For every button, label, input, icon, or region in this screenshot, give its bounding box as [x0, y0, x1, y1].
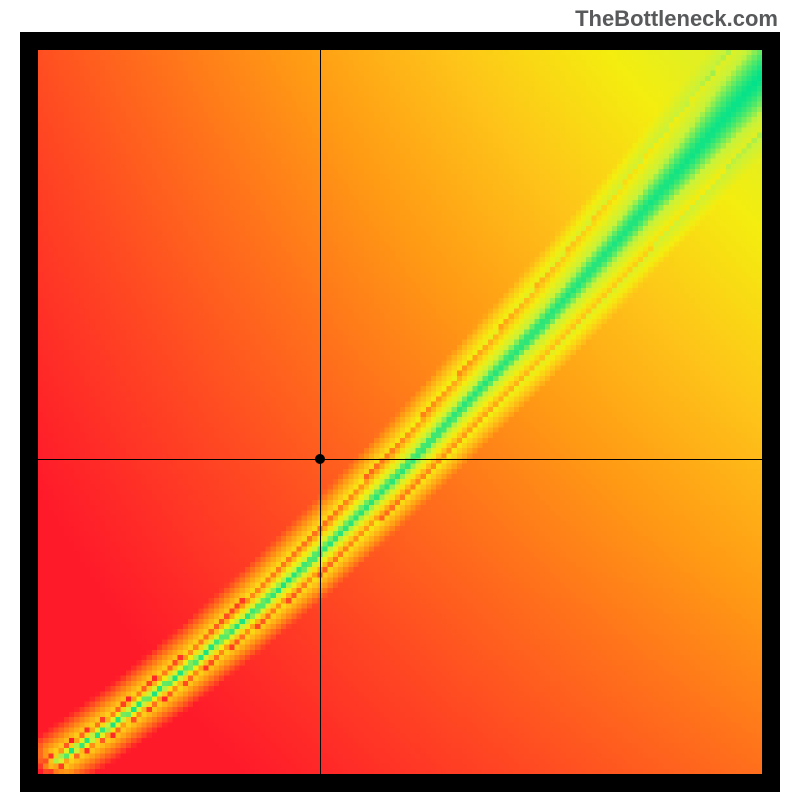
heatmap-canvas	[38, 50, 762, 774]
marker-dot	[315, 454, 325, 464]
heatmap-plot	[38, 50, 762, 774]
crosshair-vertical	[320, 50, 321, 774]
crosshair-horizontal	[38, 459, 762, 460]
chart-frame	[20, 32, 780, 792]
watermark-text: TheBottleneck.com	[575, 6, 778, 32]
